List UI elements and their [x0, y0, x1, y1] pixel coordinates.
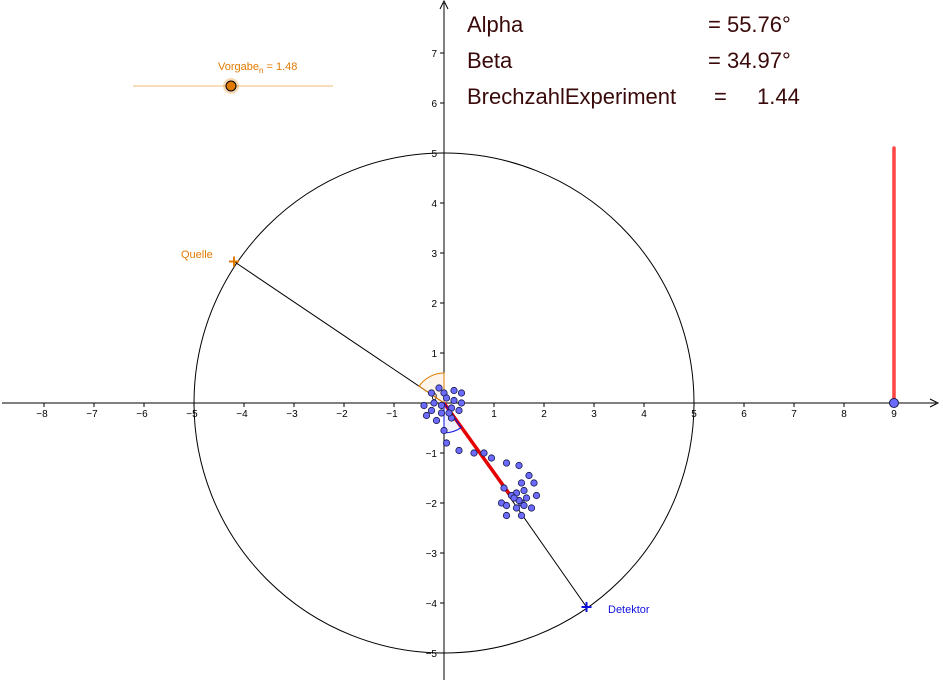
light-rays — [233, 146, 896, 608]
measurement-point — [432, 416, 441, 425]
x-tick-label: 2 — [541, 409, 547, 420]
source-cross-icon — [229, 256, 239, 267]
y-tick-label: −3 — [426, 549, 438, 560]
measurement-point — [510, 494, 518, 502]
circle — [193, 152, 695, 654]
x-tick-label: 3 — [591, 409, 597, 420]
y-tick-label: 6 — [431, 99, 437, 110]
x-tick-label: −8 — [36, 409, 48, 420]
measurement-point — [442, 439, 451, 447]
y-axis-arrow — [439, 0, 449, 10]
measurement-point — [517, 479, 526, 487]
measurement-point — [455, 446, 463, 455]
indicator-base-point — [889, 398, 899, 408]
y-tick-label: 1 — [431, 349, 437, 360]
slider-subscript: n — [258, 66, 264, 76]
slider-value: = 1.48 — [266, 61, 298, 73]
measurement-point — [457, 399, 466, 407]
measurement-point — [517, 511, 526, 520]
x-tick-label: 1 — [491, 409, 497, 420]
measurement-point — [427, 406, 436, 415]
incident-ray — [233, 261, 445, 404]
measurement-point — [520, 501, 528, 510]
y-tick-label: −1 — [426, 449, 438, 460]
alpha-label: Alpha — [467, 12, 524, 37]
measurement-points — [420, 384, 541, 520]
measurement-point — [480, 449, 488, 457]
measurement-point — [440, 426, 448, 435]
source-label: Quelle — [181, 249, 213, 261]
measurement-point — [435, 384, 443, 392]
brechzahl-value: 1.44 — [757, 84, 800, 109]
slider-label: Vorgaben = 1.48 — [218, 61, 297, 75]
y-tick-label: 2 — [431, 299, 437, 310]
x-tick-label: −1 — [386, 409, 398, 420]
measurement-point — [502, 511, 511, 520]
measurement-point — [437, 401, 446, 410]
measurement-point — [445, 409, 453, 417]
measurement-point — [530, 479, 538, 487]
brechzahl-equals: = — [714, 84, 727, 109]
x-tick-label: −4 — [236, 409, 248, 420]
measurement-point — [420, 401, 428, 410]
x-tick-label: −3 — [286, 409, 298, 420]
measurement-point — [527, 504, 536, 512]
x-tick-label: 4 — [641, 409, 647, 420]
y-tick-label: 7 — [431, 49, 437, 60]
measurement-point — [455, 406, 463, 415]
y-tick-label: 5 — [431, 149, 437, 160]
measurement-point — [500, 484, 508, 492]
measurement-point — [525, 471, 533, 480]
beta-label: Beta — [467, 48, 513, 73]
origin-label: 0 — [431, 392, 437, 403]
measurement-point — [502, 459, 511, 467]
measurement-point — [520, 486, 528, 495]
measurement-point — [427, 389, 436, 397]
y-tick-label: 4 — [431, 199, 437, 210]
measurement-point — [512, 504, 521, 512]
measurement-point — [532, 491, 541, 500]
point-markers[interactable] — [229, 256, 899, 613]
measurement-point — [487, 454, 496, 462]
brechzahl-label: BrechzahlExperiment — [467, 84, 677, 109]
x-tick-label: −7 — [86, 409, 98, 420]
measurement-point — [515, 461, 523, 470]
alpha-arc — [418, 372, 445, 404]
x-tick-label: −6 — [136, 409, 148, 420]
measurement-point — [522, 494, 531, 502]
measurement-point — [470, 449, 478, 457]
measurement-point — [437, 409, 446, 417]
x-tick-label: 6 — [741, 409, 747, 420]
alpha-value: = 55.76° — [708, 12, 791, 37]
x-tick-label: 7 — [791, 409, 797, 420]
unit-circle-r5 — [193, 152, 695, 654]
x-tick-label: −5 — [186, 409, 198, 420]
measurement-point — [502, 501, 511, 510]
slider-knob — [225, 80, 237, 92]
slider-vorgabe[interactable] — [133, 78, 333, 94]
detector-cross-icon — [581, 602, 592, 612]
slider-name: Vorgabe — [218, 61, 259, 73]
y-tick-label: −4 — [426, 599, 438, 610]
measurement-point — [430, 399, 438, 407]
y-tick-label: 3 — [431, 249, 437, 260]
beta-value: = 34.97° — [708, 48, 791, 73]
measurement-point — [457, 389, 466, 397]
x-tick-label: −2 — [336, 409, 348, 420]
measurement-point — [422, 411, 431, 420]
y-tick-label: −5 — [426, 649, 438, 660]
x-tick-label: 9 — [891, 409, 897, 420]
x-tick-label: 8 — [841, 409, 847, 420]
measurement-point — [442, 394, 451, 402]
x-axis-arrow — [929, 398, 940, 408]
measurement-point — [450, 386, 458, 395]
measurement-point — [450, 396, 458, 405]
detector-label: Detektor — [608, 604, 650, 616]
y-tick-label: −2 — [426, 499, 438, 510]
